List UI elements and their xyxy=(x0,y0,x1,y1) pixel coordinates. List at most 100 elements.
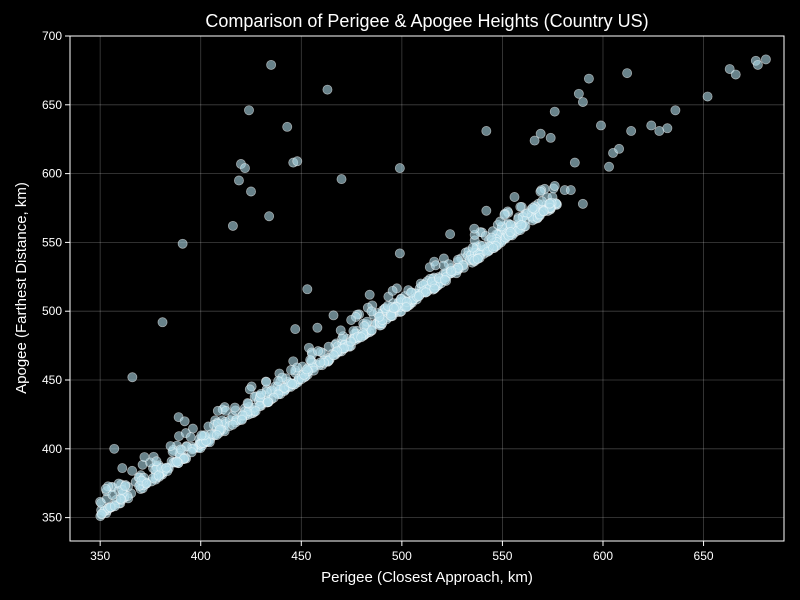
data-point xyxy=(282,121,293,132)
data-point xyxy=(312,322,323,333)
data-point xyxy=(273,376,284,386)
data-point xyxy=(662,123,673,134)
data-point xyxy=(177,238,188,249)
chart-title: Comparison of Perigee & Apogee Heights (… xyxy=(205,11,648,31)
data-point xyxy=(250,406,261,417)
data-point xyxy=(486,232,497,243)
data-point xyxy=(336,174,347,185)
data-point xyxy=(446,266,457,276)
data-point xyxy=(109,443,120,454)
data-point xyxy=(509,192,520,202)
data-point xyxy=(481,125,492,136)
y-tick-label: 450 xyxy=(42,373,62,387)
data-point xyxy=(242,398,253,409)
data-point xyxy=(481,205,492,216)
data-point xyxy=(157,317,168,328)
data-point xyxy=(315,357,326,368)
data-point xyxy=(429,283,440,294)
data-point xyxy=(240,163,250,174)
data-point xyxy=(515,201,526,212)
data-point xyxy=(366,306,377,317)
points-layer xyxy=(95,54,771,522)
y-tick-label: 650 xyxy=(42,98,62,112)
data-point xyxy=(472,254,483,264)
data-point xyxy=(577,198,588,209)
data-point xyxy=(505,226,516,237)
data-point xyxy=(179,416,190,427)
x-tick-label: 550 xyxy=(492,549,512,563)
x-tick-label: 500 xyxy=(392,549,412,563)
data-point xyxy=(172,456,182,467)
y-tick-label: 500 xyxy=(42,304,62,318)
data-point xyxy=(545,132,556,143)
data-point xyxy=(335,325,346,336)
data-point xyxy=(139,452,150,463)
data-point xyxy=(401,302,412,313)
data-point xyxy=(161,462,172,473)
data-point xyxy=(549,106,560,117)
data-point xyxy=(366,325,377,336)
data-point xyxy=(100,483,111,494)
data-point xyxy=(583,73,594,84)
data-point xyxy=(107,490,118,500)
data-point xyxy=(604,161,614,172)
data-point xyxy=(261,376,272,387)
data-point xyxy=(394,248,405,259)
x-tick-label: 600 xyxy=(593,549,613,563)
data-point xyxy=(301,364,312,375)
data-point xyxy=(488,243,499,253)
data-point xyxy=(153,470,164,481)
data-point xyxy=(622,68,633,79)
data-point xyxy=(186,447,197,458)
data-point xyxy=(730,69,741,80)
data-point xyxy=(220,405,231,416)
data-point xyxy=(760,54,771,65)
data-point xyxy=(328,310,339,321)
data-point xyxy=(211,430,222,440)
data-point xyxy=(626,125,637,136)
data-point xyxy=(151,456,162,467)
data-point xyxy=(246,186,256,197)
data-point xyxy=(364,289,375,300)
x-tick-label: 400 xyxy=(191,549,211,563)
data-point xyxy=(302,284,313,295)
data-point xyxy=(499,209,510,220)
data-point xyxy=(120,481,131,492)
data-point xyxy=(117,463,128,474)
data-point xyxy=(313,346,323,357)
data-point xyxy=(544,198,555,209)
data-point xyxy=(185,432,196,443)
y-tick-label: 550 xyxy=(42,235,62,249)
data-point xyxy=(127,372,138,383)
data-point xyxy=(565,185,576,196)
y-tick-label: 400 xyxy=(42,442,62,456)
data-point xyxy=(535,128,546,139)
data-point xyxy=(290,324,301,335)
data-point xyxy=(702,91,713,102)
data-point xyxy=(237,414,247,425)
data-point xyxy=(439,275,450,285)
data-point xyxy=(414,291,424,302)
data-point xyxy=(328,350,339,361)
data-point xyxy=(115,493,126,504)
data-point xyxy=(527,203,538,213)
data-point xyxy=(244,105,254,116)
data-point xyxy=(549,181,560,191)
x-tick-label: 350 xyxy=(90,549,110,563)
data-point xyxy=(244,384,255,395)
x-axis-label: Perigee (Closest Approach, km) xyxy=(321,569,533,586)
y-tick-label: 700 xyxy=(42,29,62,43)
data-point xyxy=(469,223,480,234)
data-point xyxy=(394,163,405,174)
data-point xyxy=(229,402,240,413)
data-point xyxy=(535,186,546,197)
data-point xyxy=(227,220,238,231)
data-point xyxy=(292,156,303,167)
data-point xyxy=(96,508,107,519)
data-point xyxy=(356,332,367,343)
data-point xyxy=(141,478,152,489)
x-tick-label: 450 xyxy=(291,549,311,563)
data-point xyxy=(438,260,449,271)
data-point xyxy=(374,311,385,322)
data-point xyxy=(646,120,657,131)
